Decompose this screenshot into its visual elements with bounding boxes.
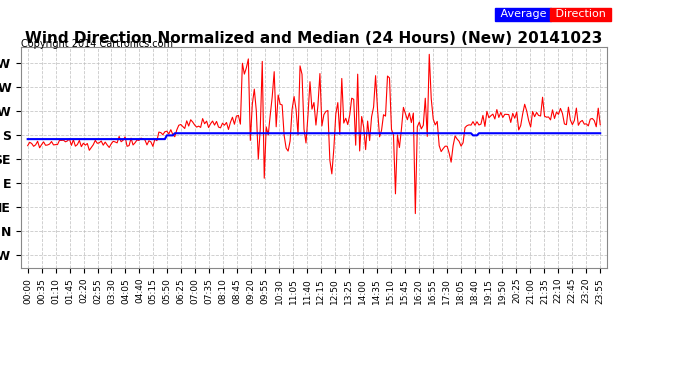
Text: Direction: Direction <box>552 9 609 19</box>
Text: Average: Average <box>497 9 550 19</box>
Text: Copyright 2014 Cartronics.com: Copyright 2014 Cartronics.com <box>21 39 172 50</box>
Title: Wind Direction Normalized and Median (24 Hours) (New) 20141023: Wind Direction Normalized and Median (24… <box>26 31 602 46</box>
